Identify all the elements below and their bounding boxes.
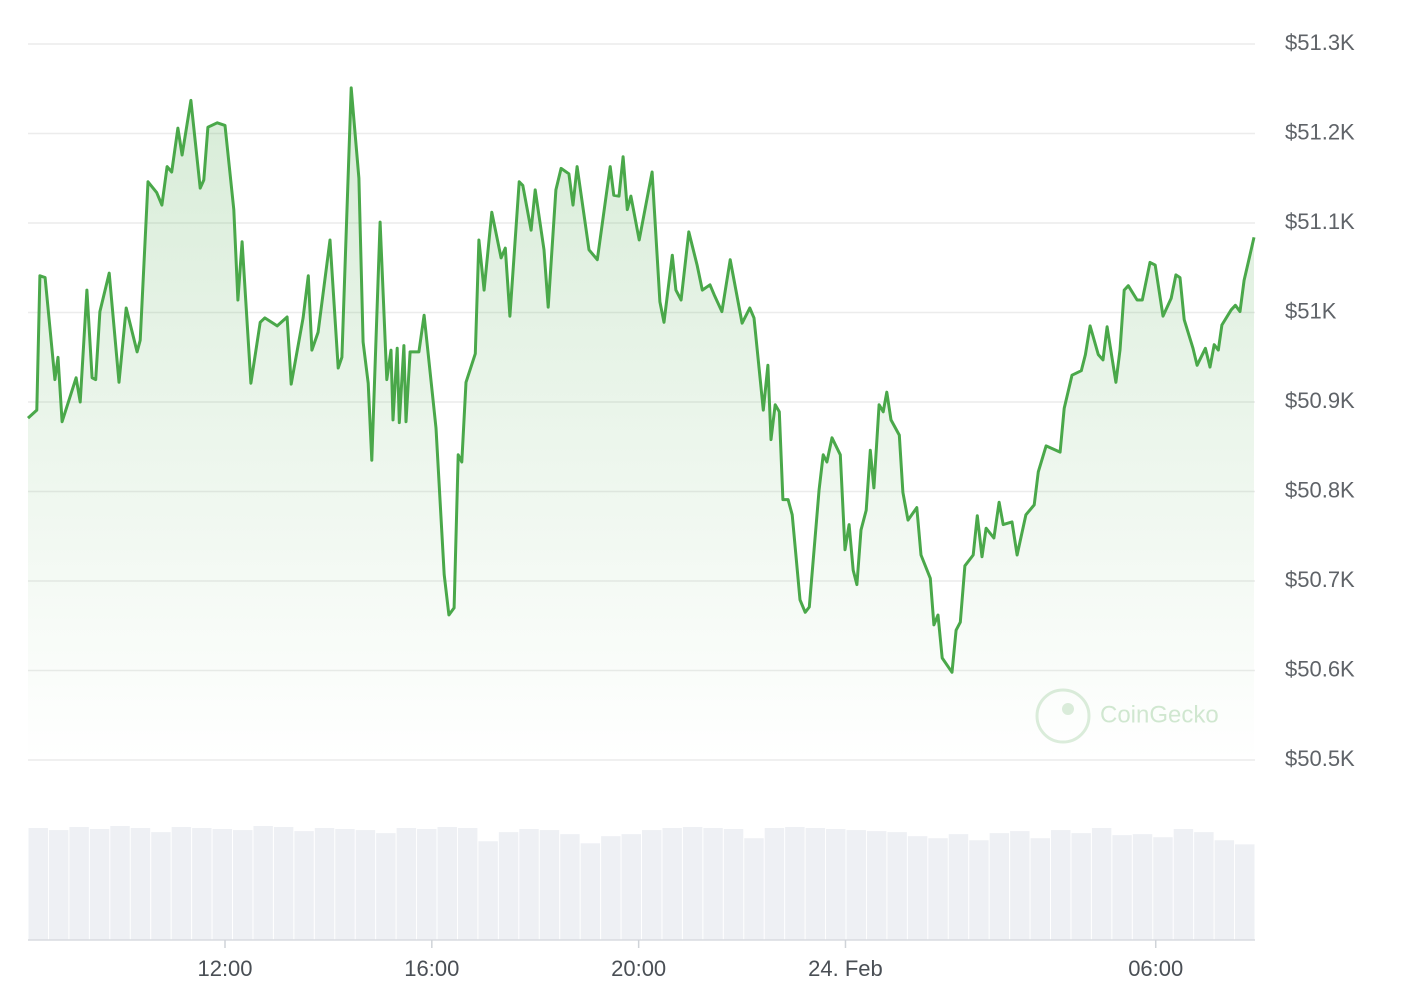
volume-bar bbox=[642, 830, 662, 940]
volume-bar bbox=[314, 828, 335, 940]
x-tick-label: 24. Feb bbox=[808, 956, 883, 981]
volume-bar bbox=[1214, 840, 1235, 940]
volume-bar bbox=[805, 828, 826, 940]
volume-bar bbox=[785, 827, 805, 940]
volume-bar bbox=[539, 830, 560, 940]
volume-bar bbox=[1153, 837, 1173, 940]
volume-bar bbox=[273, 827, 294, 940]
volume-bar bbox=[171, 827, 192, 940]
volume-bar bbox=[89, 829, 110, 940]
volume-bar bbox=[253, 826, 273, 940]
volume-bar bbox=[969, 840, 989, 940]
volume-bar bbox=[417, 829, 437, 940]
volume-bar bbox=[1010, 831, 1030, 940]
volume-bar bbox=[580, 843, 601, 940]
y-tick-label: $50.6K bbox=[1285, 656, 1355, 681]
volume-bar bbox=[601, 836, 621, 940]
volume-bar bbox=[744, 838, 764, 940]
volume-bar bbox=[69, 827, 89, 940]
volume-bar bbox=[130, 828, 151, 940]
volume-bar bbox=[1071, 833, 1091, 940]
volume-bar bbox=[437, 827, 457, 940]
area bbox=[28, 87, 1254, 760]
volume-bar bbox=[396, 828, 417, 940]
volume-bar bbox=[989, 833, 1010, 940]
volume-bar bbox=[682, 827, 703, 940]
y-tick-label: $50.7K bbox=[1285, 567, 1355, 592]
y-tick-label: $51.2K bbox=[1285, 119, 1355, 144]
watermark: CoinGecko bbox=[1035, 688, 1219, 744]
volume-bar bbox=[335, 829, 355, 940]
volume-bar bbox=[764, 828, 785, 940]
x-tick-label: 20:00 bbox=[611, 956, 666, 981]
volume-bar bbox=[212, 829, 232, 940]
x-tick-label: 16:00 bbox=[404, 956, 459, 981]
y-tick-label: $51.1K bbox=[1285, 209, 1355, 234]
volume-bar bbox=[1173, 829, 1194, 940]
volume-bar bbox=[1051, 830, 1071, 940]
y-tick-label: $50.5K bbox=[1285, 746, 1355, 771]
volume-bar bbox=[355, 830, 376, 940]
volume-bar bbox=[907, 836, 928, 940]
volume-bar bbox=[662, 828, 682, 940]
y-tick-label: $51K bbox=[1285, 298, 1337, 323]
volume-bar bbox=[48, 830, 69, 940]
volume-bar bbox=[1112, 835, 1132, 940]
volume-bar bbox=[151, 832, 171, 940]
volume-bar bbox=[866, 831, 887, 940]
y-tick-label: $50.9K bbox=[1285, 388, 1355, 413]
volume-bar bbox=[846, 830, 866, 940]
volume-bar bbox=[376, 833, 396, 940]
volume-bar bbox=[1091, 828, 1112, 940]
x-tick-label: 12:00 bbox=[197, 956, 252, 981]
y-tick-label: $51.3K bbox=[1285, 30, 1355, 55]
price-line bbox=[26, 86, 1256, 674]
volume-bar bbox=[457, 828, 478, 940]
volume-bar bbox=[1132, 834, 1153, 940]
volume-bar bbox=[826, 829, 846, 940]
volume-bar bbox=[192, 828, 212, 940]
volume-bar bbox=[110, 826, 130, 940]
volume-bar bbox=[703, 828, 723, 940]
volume-bar bbox=[560, 834, 580, 940]
volume-bar bbox=[498, 832, 519, 940]
volume-bar bbox=[723, 829, 744, 940]
volume-bar bbox=[28, 828, 48, 940]
volume-bar bbox=[294, 831, 314, 940]
volume-bar bbox=[928, 838, 948, 940]
y-tick-label: $50.8K bbox=[1285, 477, 1355, 502]
volume-bar bbox=[1235, 844, 1255, 940]
volume-bar bbox=[519, 829, 539, 940]
volume-bar bbox=[621, 834, 641, 940]
volume-bar bbox=[887, 832, 907, 940]
volume-bar bbox=[233, 830, 253, 940]
volume-bar bbox=[1194, 832, 1214, 940]
volume-bar bbox=[948, 834, 969, 940]
x-tick-label: 06:00 bbox=[1128, 956, 1183, 981]
volume-bar bbox=[1030, 838, 1050, 940]
volume-bar bbox=[478, 841, 498, 940]
watermark-text: CoinGecko bbox=[1100, 701, 1219, 728]
